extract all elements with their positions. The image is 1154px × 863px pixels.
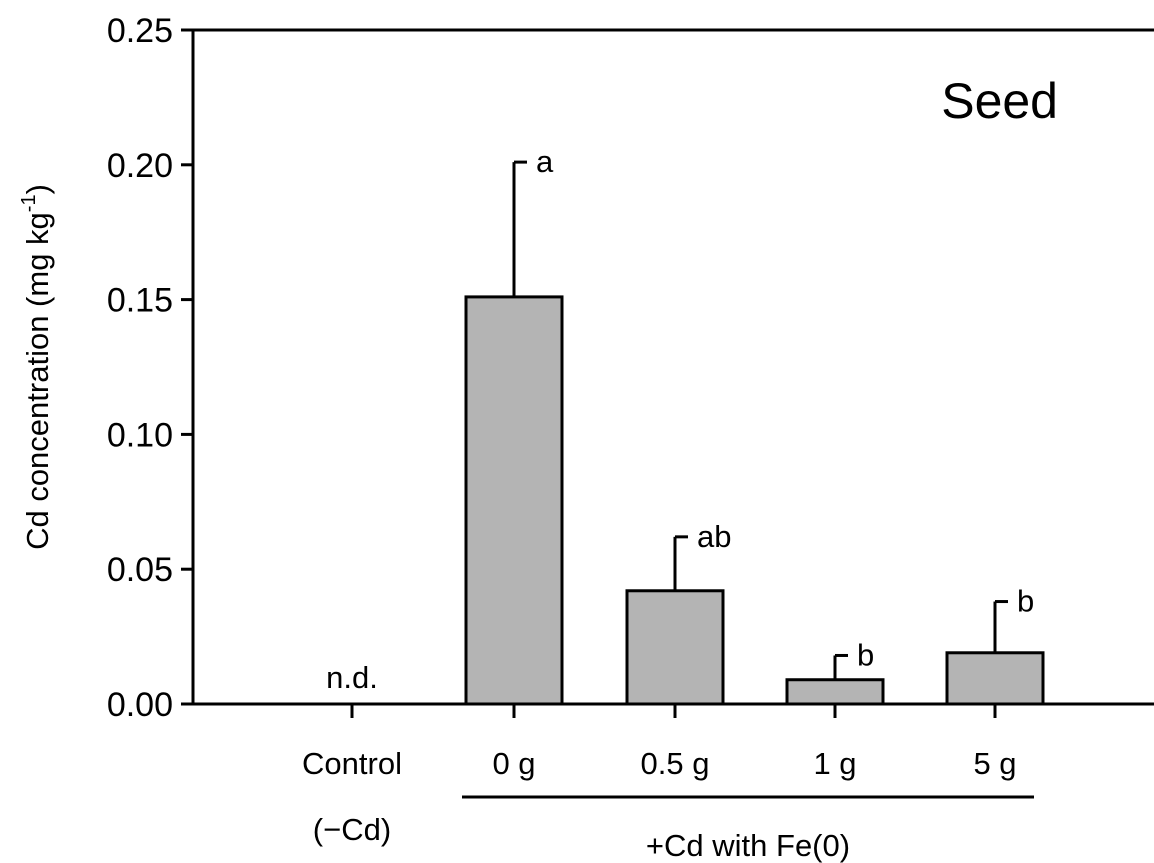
bar xyxy=(625,589,725,706)
x-tick-label: 1 g xyxy=(813,746,856,781)
y-tick-label: 0.00 xyxy=(107,686,173,724)
data-annotation: b xyxy=(857,637,874,672)
group-label: +Cd with Fe(0) xyxy=(646,828,850,863)
bar xyxy=(945,651,1045,706)
x-tick-label: 5 g xyxy=(973,746,1016,781)
bar xyxy=(464,295,564,706)
y-tick-label: 0.25 xyxy=(107,12,173,50)
y-axis-title-text: Cd concentration (mg kg xyxy=(20,212,55,550)
bar xyxy=(785,678,885,706)
y-axis-title-superscript: -1 xyxy=(18,194,40,212)
y-axis-title: Cd concentration (mg kg-1) xyxy=(18,184,55,550)
data-annotation: a xyxy=(536,144,554,179)
control-sublabel: (−Cd) xyxy=(313,812,391,847)
y-axis-title-close: ) xyxy=(20,184,55,194)
y-tick-label: 0.15 xyxy=(107,282,173,320)
data-annotation: b xyxy=(1017,584,1034,619)
data-annotation: ab xyxy=(697,519,731,554)
panel-label: Seed xyxy=(941,73,1058,129)
y-tick-label: 0.10 xyxy=(107,416,173,454)
y-tick-label: 0.20 xyxy=(107,147,173,185)
x-tick-label: 0.5 g xyxy=(641,746,710,781)
bars: n.d. a ab b b xyxy=(326,144,1045,706)
x-axis: Control 0 g 0.5 g 1 g 5 g xyxy=(302,704,1017,781)
x-tick-label: Control xyxy=(302,746,402,781)
y-tick-label: 0.05 xyxy=(107,551,173,589)
y-axis: 0.00 0.05 0.10 0.15 0.20 0.25 xyxy=(107,12,193,724)
data-annotation: n.d. xyxy=(326,660,378,695)
x-tick-label: 0 g xyxy=(492,746,535,781)
